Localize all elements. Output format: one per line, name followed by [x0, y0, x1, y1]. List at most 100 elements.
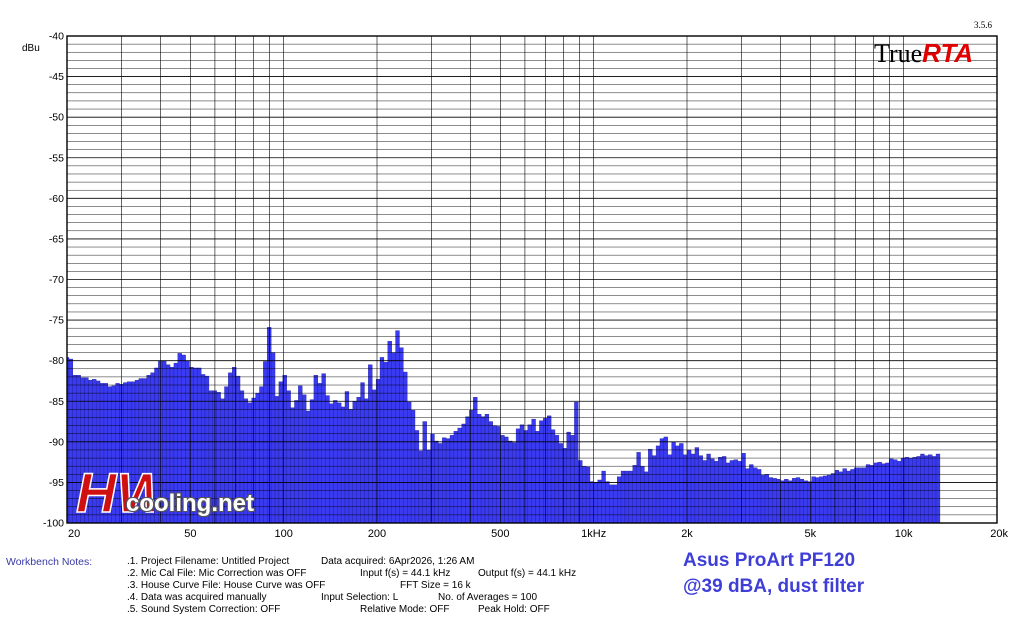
spectrum-bar	[815, 477, 820, 524]
y-tick-label: -50	[49, 112, 64, 124]
spectrum-bar	[628, 470, 633, 524]
spectrum-bar	[589, 481, 595, 524]
y-tick-labels: -40 -45 -50 -55 -60 -65 -70 -75 -80 -85 -90 -95 -100	[43, 31, 64, 530]
spectrum-bar	[340, 406, 346, 524]
workbench-notes-label: Workbench Notes:	[6, 556, 93, 568]
spectrum-bar	[667, 454, 672, 524]
spectrum-bar	[527, 424, 532, 524]
spectrum-bar	[644, 471, 649, 524]
spectrum-bar	[305, 410, 311, 524]
spectrum-bar	[912, 457, 917, 524]
spectrum-bar	[410, 410, 416, 524]
spectrum-bar	[294, 400, 299, 524]
x-tick-label: 50	[184, 528, 196, 540]
spectrum-bar	[601, 470, 606, 524]
spectrum-bar	[309, 399, 315, 524]
y-tick-label: -70	[49, 274, 64, 286]
spectrum-bar	[605, 481, 610, 524]
spectrum-bar	[566, 431, 571, 524]
y-tick-label: -80	[49, 355, 64, 367]
spectrum-bar	[725, 462, 731, 524]
spectrum-bar	[523, 430, 528, 524]
spectrum-bar	[683, 454, 688, 524]
spectrum-bar	[931, 456, 937, 524]
spectrum-bar	[356, 397, 361, 524]
spectrum-bar	[570, 435, 575, 524]
spectrum-bar	[445, 438, 451, 524]
spectrum-bar	[325, 395, 330, 524]
spectrum-bar	[414, 430, 420, 524]
spectrum-bar	[465, 416, 470, 524]
spectrum-bar	[924, 455, 929, 524]
spectrum-bar	[881, 463, 886, 524]
spectrum-bar	[352, 401, 357, 524]
spectrum-bar	[68, 358, 74, 524]
spectrum-bar	[515, 428, 521, 524]
spectrum-bar	[480, 416, 486, 524]
y-tick-label: -95	[49, 477, 64, 489]
spectrum-bar	[690, 453, 696, 524]
spectrum-bar	[718, 457, 723, 524]
spectrum-bar	[885, 462, 890, 524]
spectrum-bar	[741, 453, 746, 524]
spectrum-bar	[823, 475, 828, 524]
spectrum-bar	[313, 375, 318, 524]
spectrum-bar	[799, 478, 805, 524]
note-line-4-c: No. of Averages = 100	[438, 592, 538, 603]
note-line-1-b: Data acquired: 6Apr2026, 1:26 AM	[321, 556, 475, 567]
spectrum-bar	[539, 420, 544, 524]
spectrum-bar	[811, 476, 816, 524]
spectrum-bar	[710, 458, 715, 524]
spectrum-bar	[457, 427, 462, 524]
spectrum-bar	[508, 440, 513, 524]
spectrum-bar	[636, 452, 641, 524]
spectrum-bar	[543, 418, 548, 524]
spectrum-bar	[768, 477, 773, 524]
y-tick-label: -60	[49, 193, 64, 205]
plot-frame	[66, 35, 998, 524]
spectrum-bar	[453, 431, 458, 524]
spectrum-bar	[535, 431, 540, 524]
spectrum-bar	[298, 385, 303, 524]
spectrum-bar	[624, 470, 630, 524]
x-tick-label: 20	[68, 528, 80, 540]
bench-title-line-1: Asus ProArt PF120	[683, 550, 856, 571]
y-tick-label: -75	[49, 315, 64, 327]
x-tick-label: 20k	[990, 528, 1008, 540]
spectrum-bar	[574, 401, 579, 524]
note-line-4-a: .4. Data was acquired manually	[127, 592, 267, 603]
y-tick-label: -45	[49, 71, 64, 83]
spectrum-bar	[904, 457, 909, 524]
spectrum-bar	[372, 389, 377, 524]
spectrum-bar	[473, 397, 478, 524]
spectrum-bar	[558, 443, 563, 524]
spectrum-bar	[784, 478, 789, 524]
spectrum-bar	[442, 437, 447, 524]
spectrum-bar	[655, 445, 661, 524]
spectrum-bar	[418, 450, 423, 524]
spectrum-bar	[920, 453, 925, 524]
spectrum-bar	[597, 479, 602, 524]
horizontal-grid	[67, 43, 997, 516]
spectrum-bar	[928, 454, 933, 524]
logo-true-text: True	[874, 39, 923, 68]
spectrum-bar	[449, 435, 455, 524]
spectrum-bar	[819, 476, 824, 524]
hw-logo-mark: HW	[75, 460, 154, 522]
spectrum-bar	[438, 443, 443, 524]
y-axis-label: dBu	[22, 43, 40, 54]
spectrum-bar	[749, 464, 754, 524]
spectrum-bar	[675, 445, 680, 524]
note-line-5-b: Relative Mode: OFF	[360, 604, 450, 615]
spectrum-bar	[869, 465, 874, 524]
spectrum-bar	[391, 352, 396, 524]
spectrum-bar	[554, 435, 560, 524]
spectrum-bar	[593, 482, 598, 524]
spectrum-bar	[733, 459, 738, 524]
spectrum-bar	[407, 401, 412, 524]
spectrum-bar	[889, 458, 894, 524]
spectrum-bar	[368, 364, 373, 524]
y-tick-label: -100	[43, 518, 64, 530]
spectrum-bar	[395, 330, 400, 524]
spectrum-bar	[791, 478, 797, 524]
